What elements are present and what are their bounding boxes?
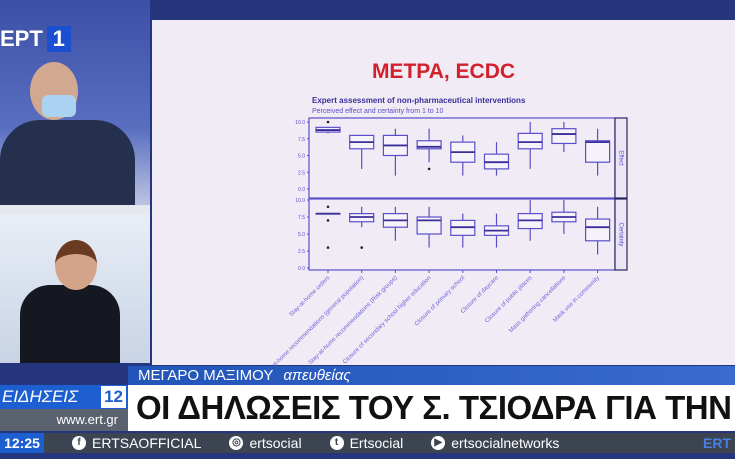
social-label: ERTSAOFFICIAL [92, 435, 202, 451]
box-certainty-6 [483, 213, 510, 248]
y-tick-label: 2.5 [298, 249, 305, 255]
live-label: απευθείας [283, 367, 351, 384]
outlier-point [326, 120, 330, 124]
desk [0, 205, 150, 215]
social-instagram: ◎ ertsocial [229, 433, 302, 453]
box-effect-3 [382, 128, 408, 176]
box-iqr [584, 140, 611, 163]
social-facebook: f ERTSAOFFICIAL [72, 433, 201, 453]
y-tick-label: 10.0 [295, 120, 305, 126]
facebook-icon: f [72, 436, 86, 450]
youtube-icon: ▶ [431, 436, 446, 450]
box-iqr [517, 132, 543, 150]
brand-number: 12 [101, 386, 126, 408]
facet-strip [614, 198, 628, 271]
presentation-slide [152, 20, 735, 365]
box-effect-5 [450, 135, 476, 176]
y-tick-label: 0.0 [298, 187, 305, 193]
social-twitter: t Ertsocial [329, 433, 404, 453]
interpreter-body [20, 285, 120, 363]
chart-title: Expert assessment of non-pharmaceutical … [312, 96, 526, 105]
social-label: ertsocial [249, 435, 302, 451]
box-certainty-9 [584, 206, 611, 255]
logo-text: ΕΡΤ [0, 26, 43, 51]
bottom-bar: 12:25 f ERTSAOFFICIAL ◎ ertsocial t Ertsocial… [0, 433, 735, 453]
outlier-point [326, 246, 330, 249]
bottom-strip [0, 453, 735, 459]
social-youtube: ▶ ertsocialnetworks [431, 433, 559, 453]
y-tick-label: 0.0 [298, 266, 305, 272]
box-effect-9 [584, 128, 611, 176]
box-iqr [416, 140, 442, 150]
social-label: Ertsocial [349, 435, 404, 451]
y-tick-label: 7.5 [298, 137, 305, 143]
news-brand: ΕΙΔΗΣΕΙΣ 12 [0, 385, 128, 409]
box-effect-8 [551, 122, 577, 153]
y-tick-label: 2.5 [298, 170, 305, 176]
slide-title: ΜΕΤΡΑ, ECDC [371, 60, 516, 83]
facet-label: Effect [617, 150, 623, 166]
box-iqr [584, 218, 611, 242]
box-effect-6 [483, 142, 510, 176]
box-certainty-2 [349, 206, 375, 249]
x-tick-label: Mass gathering cancellations [508, 275, 567, 334]
box-certainty-3 [382, 206, 408, 241]
social-label: ertsocialnetworks [451, 435, 560, 451]
outlier-point [360, 246, 364, 249]
y-tick-label: 5.0 [298, 154, 305, 160]
box-iqr [551, 128, 577, 145]
instagram-icon: ◎ [229, 436, 244, 450]
box-certainty-1 [315, 205, 341, 249]
box-effect-1 [315, 120, 341, 134]
box-effect-4 [416, 128, 442, 171]
face-mask [42, 95, 76, 117]
ert-mark: ERT [703, 435, 731, 451]
presenter-suit [0, 120, 135, 215]
twitter-icon: t [329, 436, 344, 450]
box-effect-7 [517, 122, 543, 169]
outlier-point [326, 205, 330, 209]
box-certainty-5 [450, 213, 476, 248]
y-tick-label: 7.5 [298, 215, 305, 221]
logo-number: 1 [46, 26, 71, 52]
facet-label: Certainty [617, 222, 623, 246]
outlier-point [427, 167, 431, 171]
y-tick-label: 5.0 [298, 232, 305, 238]
interpreter-head [55, 240, 97, 290]
brand-label: ΕΙΔΗΣΕΙΣ [2, 387, 79, 406]
box-certainty-4 [416, 206, 442, 248]
channel-logo: ΕΡΤ 1 [0, 26, 88, 52]
outlier-point [326, 219, 330, 222]
website-label: www.ert.gr [0, 409, 128, 431]
clock: 12:25 [0, 433, 44, 453]
box-certainty-7 [517, 200, 543, 241]
location-ticker: ΜΕΓΑΡΟ ΜΑΞΙΜΟΥ απευθείας [128, 366, 735, 385]
location-text: ΜΕΓΑΡΟ ΜΑΞΙΜΟΥ [138, 367, 274, 384]
box-certainty-8 [551, 200, 577, 234]
headline: ΟΙ ΔΗΛΩΣΕΙΣ ΤΟΥ Σ. ΤΣΙΟΔΡΑ ΓΙΑ ΤΗΝ ΠΑΝΔΗ… [128, 385, 735, 431]
chart-subtitle: Perceived effect and certainty from 1 to… [312, 108, 443, 115]
y-tick-label: 10.0 [295, 198, 305, 204]
facet-strip [614, 117, 628, 199]
box-effect-2 [349, 134, 375, 169]
